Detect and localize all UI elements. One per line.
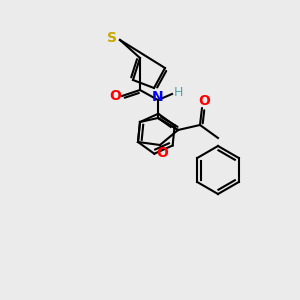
Text: O: O — [109, 89, 121, 103]
Text: H: H — [173, 85, 183, 98]
Text: O: O — [156, 146, 168, 160]
Text: S: S — [107, 31, 117, 45]
Text: O: O — [198, 94, 210, 108]
Text: N: N — [152, 90, 164, 104]
